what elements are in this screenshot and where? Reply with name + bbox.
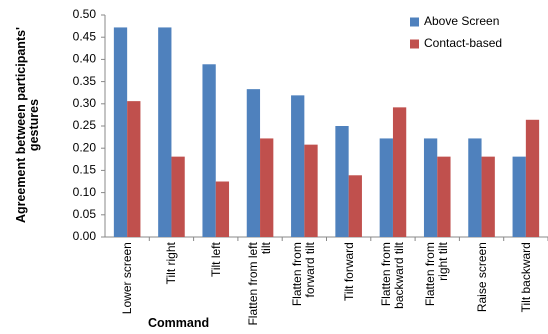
bar: [158, 27, 172, 237]
bar: [291, 95, 305, 237]
legend-swatch: [410, 17, 419, 27]
y-tick-label: 0.45: [73, 29, 97, 43]
x-tick-label: Tilt backward: [518, 241, 533, 313]
y-tick-label: 0.00: [73, 229, 97, 243]
x-tick-label: Flatten from left tilt: [246, 241, 274, 326]
bar: [215, 181, 230, 237]
bar: [437, 156, 451, 237]
y-tick-label: 0.30: [73, 96, 97, 110]
y-tick-label: 0.20: [73, 140, 97, 154]
x-tick-label: Flatten from forward tilt: [290, 241, 318, 307]
legend-label: Above Screen: [424, 14, 499, 28]
y-tick-label: 0.40: [73, 52, 97, 66]
legend-label: Contact-based: [424, 36, 502, 50]
bar: [246, 89, 261, 237]
y-tick-label: 0.50: [73, 7, 97, 21]
x-axis-title: Command: [148, 316, 210, 330]
y-tick-label: 0.10: [73, 185, 97, 199]
legend-swatch: [410, 39, 419, 49]
bar: [202, 64, 216, 237]
x-tick-label: Flatten from right tilt: [423, 241, 451, 307]
x-tick-label: Flatten from backward tilt: [378, 241, 406, 309]
bar: [481, 156, 495, 237]
y-tick-label: 0.15: [73, 163, 97, 177]
bar: [113, 27, 128, 237]
x-tick-label: Raise screen: [474, 241, 489, 313]
y-tick-label: 0.35: [73, 74, 97, 88]
bar: [260, 138, 274, 237]
x-tick-label: Tilt left: [208, 241, 223, 277]
x-tick-label: Tilt right: [163, 241, 178, 285]
x-tick-label: Lower screen: [119, 241, 134, 315]
y-tick-label: 0.05: [73, 207, 97, 221]
y-tick-label: 0.25: [73, 118, 97, 132]
bar: [392, 107, 407, 238]
bar: [512, 156, 526, 237]
bar: [171, 156, 185, 237]
bar: [335, 126, 349, 237]
bar: [348, 175, 362, 237]
bar: [525, 119, 540, 237]
bar: [468, 138, 482, 237]
y-axis-title: Agreement between participants' gestures: [14, 26, 41, 224]
x-tick-label: Tilt forward: [341, 241, 356, 301]
bar: [379, 138, 393, 237]
bar: [304, 144, 318, 237]
bar: [127, 101, 141, 237]
bar: [423, 138, 438, 237]
